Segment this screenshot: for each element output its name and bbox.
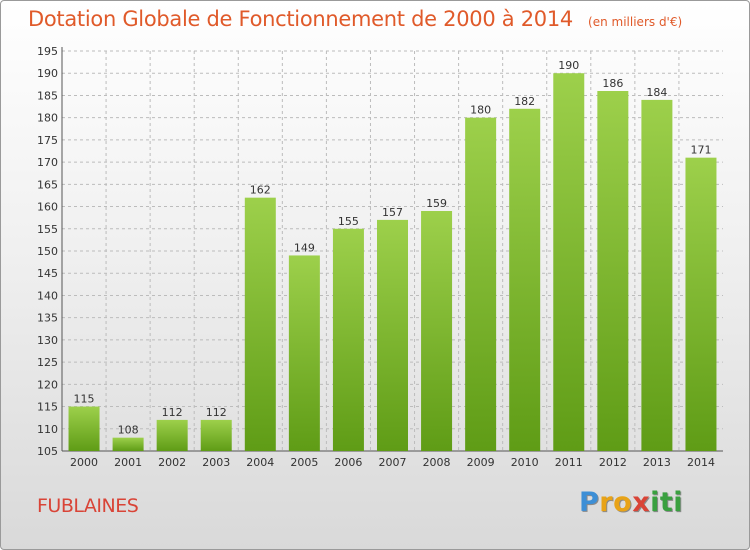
data-label: 155 xyxy=(338,215,359,228)
logo-letter: x xyxy=(632,487,651,518)
x-tick-label: 2009 xyxy=(467,456,495,469)
y-tick-label: 110 xyxy=(37,423,58,436)
data-label: 112 xyxy=(162,406,183,419)
y-tick-label: 120 xyxy=(37,378,58,391)
y-tick-label: 160 xyxy=(37,201,58,214)
data-label: 180 xyxy=(470,104,491,117)
bar xyxy=(421,211,453,451)
y-tick-label: 140 xyxy=(37,289,58,302)
labels: 105 110 115 120 125 130 135 140 145 150 155 160 165 1… xyxy=(37,45,715,469)
x-tick-label: 2004 xyxy=(246,456,274,469)
x-tick-label: 2005 xyxy=(290,456,318,469)
bar xyxy=(156,419,188,451)
bar xyxy=(597,91,629,451)
bar xyxy=(553,73,585,451)
y-tick-label: 190 xyxy=(37,67,58,80)
proxiti-logo: Proxiti xyxy=(579,487,683,518)
y-tick-label: 115 xyxy=(37,401,58,414)
y-tick-label: 155 xyxy=(37,223,58,236)
data-label: 108 xyxy=(118,424,139,437)
bar xyxy=(641,99,673,451)
title-line: Dotation Globale de Fonctionnement de 20… xyxy=(28,7,682,31)
y-tick-label: 185 xyxy=(37,89,58,102)
bar xyxy=(200,419,232,451)
logo-letter: i xyxy=(650,487,660,518)
bar xyxy=(377,219,408,451)
data-label: 190 xyxy=(558,59,579,72)
commune-name: FUBLAINES xyxy=(37,495,139,517)
x-tick-label: 2002 xyxy=(158,456,186,469)
y-tick-label: 150 xyxy=(37,245,58,258)
chart-title: Dotation Globale de Fonctionnement de 20… xyxy=(28,7,573,31)
y-tick-label: 105 xyxy=(37,445,58,458)
logo-letter: o xyxy=(613,487,633,518)
x-tick-label: 2012 xyxy=(599,456,627,469)
y-tick-label: 195 xyxy=(37,45,58,58)
chart-subtitle: (en milliers d'€) xyxy=(588,15,683,29)
x-tick-label: 2010 xyxy=(511,456,539,469)
data-label: 184 xyxy=(646,86,667,99)
y-tick-label: 175 xyxy=(37,134,58,147)
data-label: 162 xyxy=(250,184,271,197)
data-label: 112 xyxy=(206,406,227,419)
y-tick-label: 165 xyxy=(37,178,58,191)
y-tick-label: 125 xyxy=(37,356,58,369)
data-label: 171 xyxy=(690,144,711,157)
y-tick-label: 135 xyxy=(37,312,58,325)
x-tick-label: 2003 xyxy=(202,456,230,469)
logo-letter: r xyxy=(599,487,614,518)
x-tick-label: 2001 xyxy=(114,456,142,469)
bar xyxy=(244,197,276,451)
bar xyxy=(288,255,320,451)
logo-letter: P xyxy=(579,487,600,518)
bar xyxy=(509,108,541,452)
bar xyxy=(68,406,100,451)
data-label: 159 xyxy=(426,197,447,210)
x-tick-label: 2011 xyxy=(555,456,583,469)
y-tick-label: 130 xyxy=(37,334,58,347)
y-tick-label: 145 xyxy=(37,267,58,280)
bar xyxy=(332,228,364,451)
y-tick-label: 170 xyxy=(37,156,58,169)
data-label: 182 xyxy=(514,95,535,108)
bar xyxy=(112,437,144,451)
x-tick-label: 2013 xyxy=(643,456,671,469)
y-tick-label: 180 xyxy=(37,112,58,125)
data-label: 115 xyxy=(74,393,95,406)
x-tick-label: 2000 xyxy=(70,456,98,469)
x-tick-label: 2006 xyxy=(334,456,362,469)
x-tick-label: 2007 xyxy=(379,456,407,469)
bar xyxy=(465,117,497,452)
logo-letter: t xyxy=(659,487,674,518)
bars xyxy=(68,73,717,452)
data-label: 149 xyxy=(294,241,315,254)
logo-letter: i xyxy=(673,487,684,518)
data-label: 186 xyxy=(602,77,623,90)
x-tick-label: 2014 xyxy=(687,456,715,469)
x-tick-label: 2008 xyxy=(423,456,451,469)
bar xyxy=(685,157,717,451)
data-label: 157 xyxy=(382,206,403,219)
